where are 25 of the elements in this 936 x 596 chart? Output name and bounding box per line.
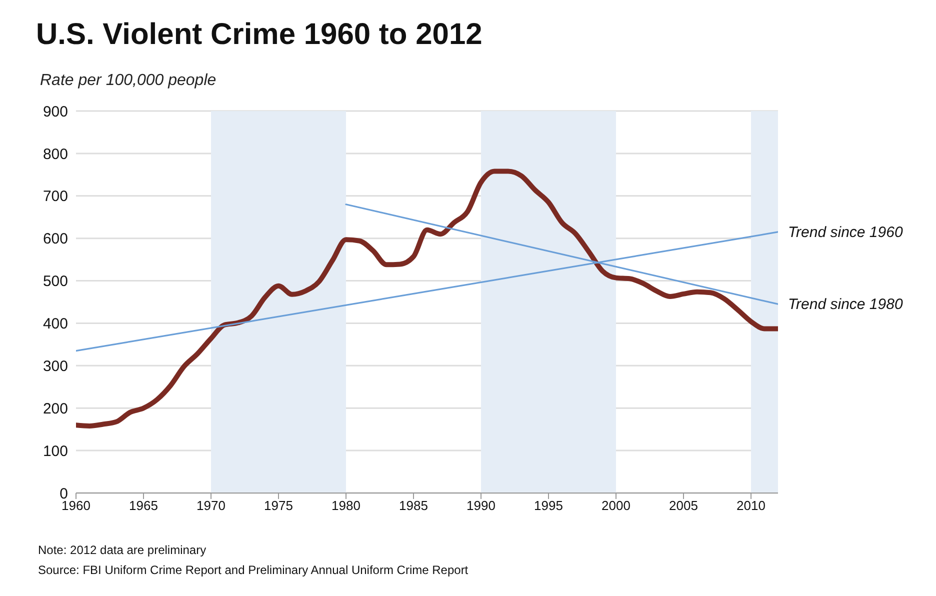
source-note: Source: FBI Uniform Crime Report and Preliminary Annual Uniform Crime Report — [38, 563, 468, 577]
chart-subtitle: Rate per 100,000 people — [40, 72, 216, 90]
x-tick-label: 1995 — [534, 498, 563, 514]
x-tick-label: 2010 — [736, 498, 766, 514]
x-tick-label: 1980 — [332, 498, 360, 514]
x-tick-label: 1965 — [129, 498, 158, 514]
series-label: Trend since 1960 — [788, 224, 904, 241]
x-tick-label: 2005 — [669, 498, 698, 514]
y-tick-label: 600 — [42, 230, 68, 248]
x-tick-label: 1975 — [264, 498, 293, 514]
y-tick-label: 500 — [42, 273, 68, 290]
x-tick-label: 2000 — [602, 498, 630, 514]
y-tick-label: 700 — [42, 188, 68, 206]
y-tick-label: 800 — [42, 146, 68, 163]
y-tick-label: 200 — [42, 400, 68, 418]
series-label: Trend since 1980 — [788, 296, 904, 314]
x-tick-label: 1970 — [196, 498, 226, 514]
y-tick-label: 400 — [42, 316, 68, 333]
y-tick-label: 900 — [42, 103, 68, 120]
text: Note: 2012 data are preliminary — [38, 543, 206, 557]
y-tick-label: 300 — [42, 358, 68, 375]
chart-title: U.S. Violent Crime 1960 to 2012 — [36, 18, 482, 52]
y-tick-label: 100 — [42, 442, 68, 460]
x-tick-label: 1985 — [399, 498, 428, 514]
x-tick-label: 1990 — [466, 498, 496, 514]
